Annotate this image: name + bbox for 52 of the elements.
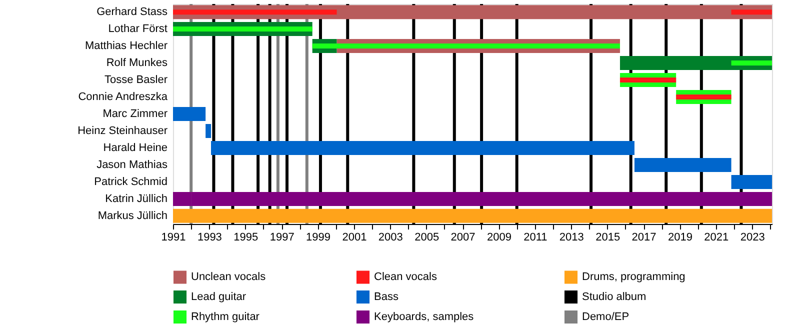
x-tick-label: 1991: [161, 232, 186, 244]
legend-label: Lead guitar: [191, 291, 246, 303]
y-tick-label: Jason Mathias: [96, 158, 168, 171]
bar: [731, 60, 772, 66]
x-tick-label: 1993: [197, 232, 222, 244]
x-tick-label: 2005: [414, 232, 440, 244]
legend-label: Clean vocals: [374, 271, 438, 284]
x-tick-label: 2009: [487, 232, 512, 244]
x-tick-label: 1997: [270, 232, 294, 244]
x-tick-label: 2019: [668, 232, 692, 244]
legend-label: Bass: [374, 291, 399, 303]
y-tick-label: Katrin Jüllich: [105, 192, 168, 205]
legend-label: Demo/EP: [582, 311, 630, 323]
x-tick-label: 1995: [234, 232, 258, 244]
legend-label: Unclean vocals: [191, 271, 266, 284]
bar: [676, 94, 732, 100]
bar: [634, 158, 732, 172]
x-tick-label: 2021: [704, 232, 729, 244]
bar: [173, 107, 206, 121]
bar: [620, 56, 772, 70]
y-tick-label: Rolf Munkes: [106, 57, 168, 70]
legend-label: Drums, programming: [582, 271, 686, 284]
y-tick-label: Patrick Schmid: [94, 176, 168, 188]
y-tick-label: Lothar Först: [108, 23, 168, 36]
y-tick-label: Harald Heine: [103, 142, 168, 154]
bar: [731, 174, 772, 189]
x-tick-label: 2015: [596, 232, 620, 244]
x-tick-label: 2001: [342, 232, 367, 244]
bar: [211, 140, 634, 155]
x-tick-label: 2017: [632, 232, 656, 244]
bar: [731, 10, 772, 15]
y-tick-label: Gerhard Stass: [96, 6, 168, 18]
bar: [312, 44, 620, 49]
x-tick-label: 2013: [559, 232, 584, 244]
x-tick-label: 1999: [306, 232, 331, 244]
legend-label: Rhythm guitar: [191, 311, 260, 323]
legend-label: Keyboards, samples: [374, 311, 474, 323]
bar: [173, 10, 337, 15]
x-tick-label: 2003: [378, 232, 403, 244]
y-tick-label: Markus Jüllich: [98, 210, 168, 222]
y-tick-label: Tosse Basler: [104, 74, 168, 86]
legend-label: Studio album: [582, 291, 646, 303]
x-tick-label: 2011: [524, 232, 548, 244]
bar: [206, 124, 212, 138]
x-tick-label: 2023: [740, 232, 765, 244]
y-tick-label: Matthias Hechler: [84, 40, 168, 52]
y-tick-label: Heinz Steinhauser: [78, 124, 168, 137]
bar: [620, 78, 676, 83]
y-tick-label: Connie Andreszka: [78, 91, 168, 104]
x-tick-label: 2007: [450, 232, 476, 244]
y-tick-label: Marc Zimmer: [102, 108, 168, 120]
bar: [173, 26, 312, 32]
